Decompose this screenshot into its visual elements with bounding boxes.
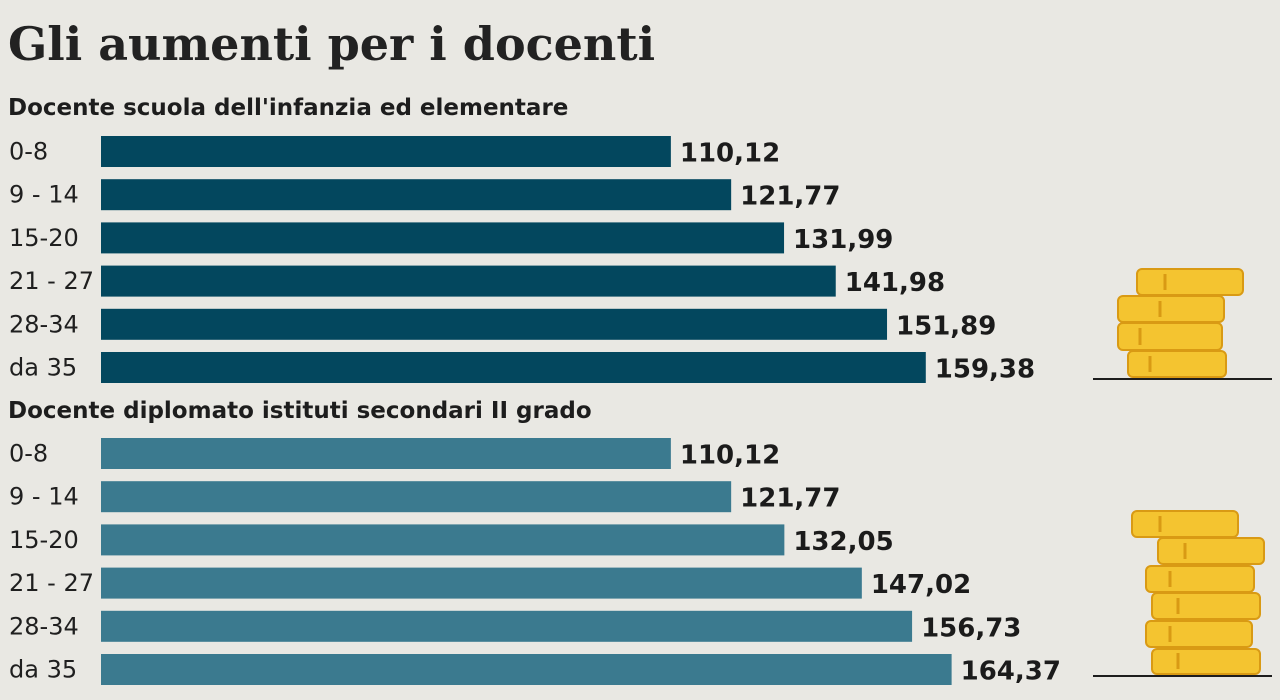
value-label: 151,89 [896,311,996,341]
value-label: 132,05 [793,527,893,557]
value-label: 164,37 [961,657,1061,687]
bar [101,352,926,383]
category-label: 9 - 14 [9,181,79,209]
chart-infanzia: 0-8 110,12 9 - 14 121,77 15-20 131,99 21 - 27 1… [9,136,1035,385]
page-title: Gli aumenti per i docenti [8,17,656,71]
category-label: da 35 [9,656,77,684]
bar [101,136,671,167]
bar [101,524,785,556]
bar [101,481,732,513]
value-label: 121,77 [740,182,840,212]
category-label: 21 - 27 [9,267,94,295]
category-label: da 35 [9,354,77,382]
value-label: 110,12 [680,441,780,471]
bar [101,222,785,254]
chart-secondari: 0-8 110,12 9 - 14 121,77 15-20 132,05 21 - 27 1… [9,438,1061,687]
category-label: 15-20 [9,224,79,252]
value-label: 147,02 [871,570,971,600]
value-label: 121,77 [740,484,840,514]
bar [101,567,862,599]
category-label: 28-34 [9,310,79,338]
value-label: 156,73 [921,613,1021,643]
bar [101,438,671,469]
bar [101,654,952,685]
category-label: 15-20 [9,526,79,554]
category-label: 28-34 [9,612,79,640]
category-label: 9 - 14 [9,483,79,511]
section-title-secondari: Docente diplomato istituti secondari II … [8,398,592,424]
category-label: 0-8 [9,440,48,468]
bar [101,179,732,211]
value-label: 159,38 [935,355,1035,385]
bar [101,610,913,642]
bar [101,265,836,297]
category-label: 0-8 [9,138,48,166]
coin-stack-bottom-icon [1093,510,1272,677]
value-label: 131,99 [793,225,893,255]
value-label: 110,12 [680,139,780,169]
section-title-infanzia: Docente scuola dell'infanzia ed elementa… [8,95,569,121]
bar [101,308,888,340]
coin-stack-top-icon [1093,268,1272,380]
value-label: 141,98 [845,268,945,298]
category-label: 21 - 27 [9,569,94,597]
